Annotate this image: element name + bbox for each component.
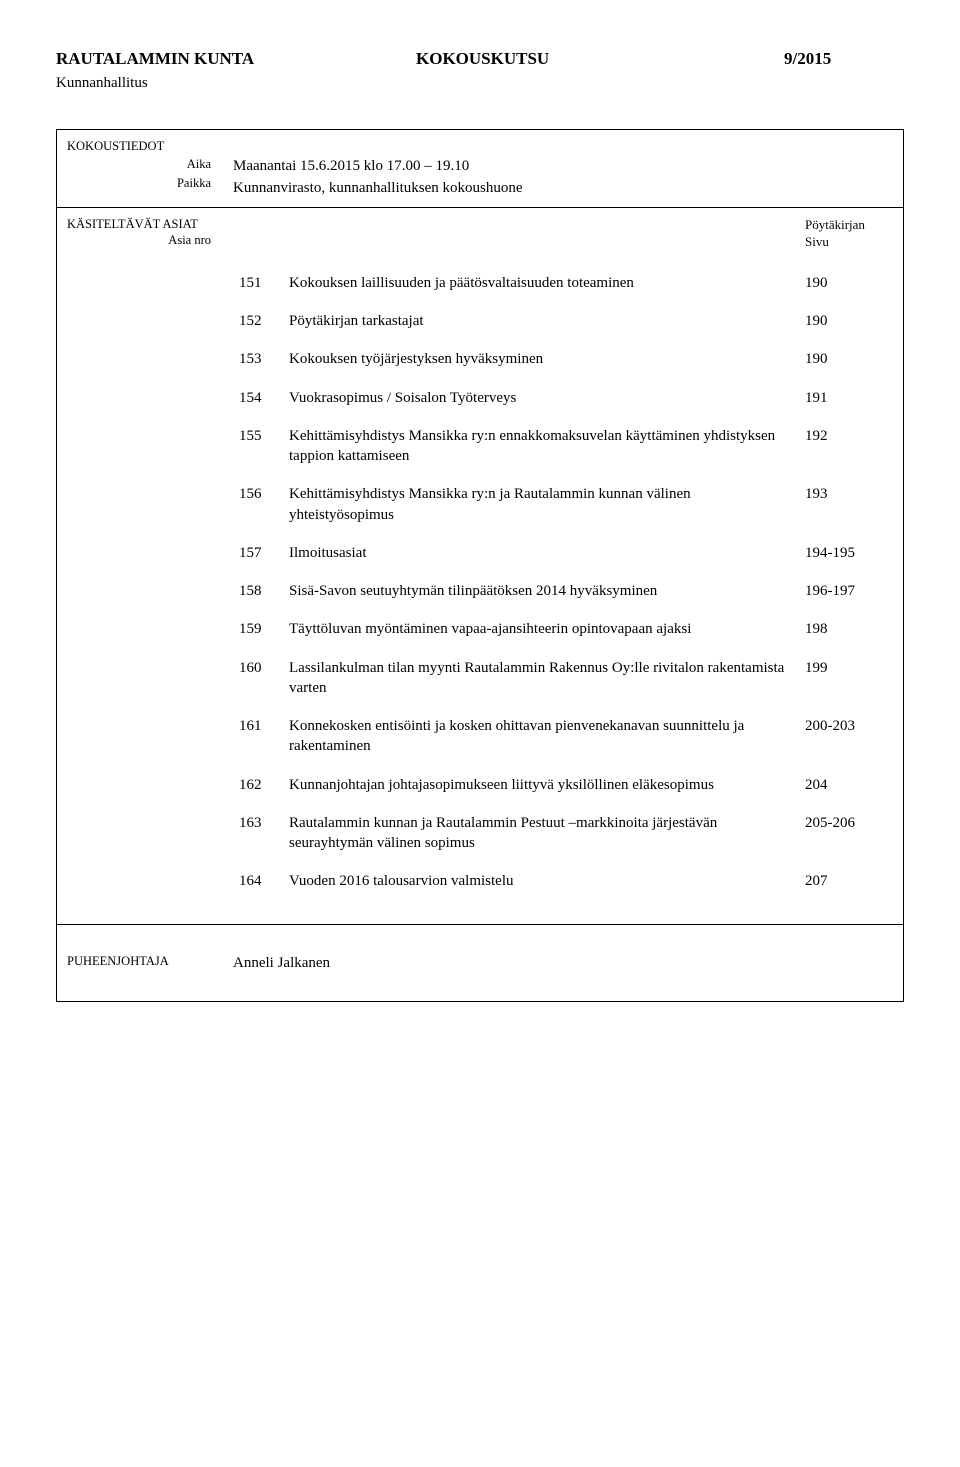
item-number: 156 <box>233 484 289 504</box>
meeting-info-row: KOKOUSTIEDOT Aika Paikka Maanantai 15.6.… <box>57 130 903 207</box>
page-label-1: Pöytäkirjan <box>805 216 883 234</box>
item-description: Kunnanjohtajan johtajasopimukseen liitty… <box>289 775 805 795</box>
item-number: 163 <box>233 813 289 833</box>
agenda-box: KOKOUSTIEDOT Aika Paikka Maanantai 15.6.… <box>56 129 904 1002</box>
place-label: Paikka <box>67 175 219 191</box>
item-description: Lassilankulman tilan myynti Rautalammin … <box>289 658 805 699</box>
agenda-item: 156Kehittämisyhdistys Mansikka ry:n ja R… <box>233 484 891 525</box>
item-number: 157 <box>233 543 289 563</box>
item-description: Pöytäkirjan tarkastajat <box>289 311 805 331</box>
agenda-item: 152Pöytäkirjan tarkastajat190 <box>233 311 891 331</box>
item-description: Konnekosken entisöinti ja kosken ohittav… <box>289 716 805 757</box>
item-description: Täyttöluvan myöntäminen vapaa-ajansihtee… <box>289 619 805 639</box>
chair-row: PUHEENJOHTAJA Anneli Jalkanen <box>57 924 903 1001</box>
item-page: 192 <box>805 426 891 446</box>
board-name: Kunnanhallitus <box>56 73 904 93</box>
item-description: Kehittämisyhdistys Mansikka ry:n ennakko… <box>289 426 805 467</box>
item-number: 159 <box>233 619 289 639</box>
agenda-item: 153Kokouksen työjärjestyksen hyväksymine… <box>233 349 891 369</box>
page-label-2: Sivu <box>805 233 883 251</box>
chair-label: PUHEENJOHTAJA <box>57 925 229 997</box>
item-number: 158 <box>233 581 289 601</box>
item-description: Ilmoitusasiat <box>289 543 805 563</box>
item-number: 153 <box>233 349 289 369</box>
agenda-item: 158Sisä-Savon seutuyhtymän tilinpäätökse… <box>233 581 891 601</box>
org-name: RAUTALAMMIN KUNTA <box>56 48 416 71</box>
agenda-item: 159Täyttöluvan myöntäminen vapaa-ajansih… <box>233 619 891 639</box>
items-header-left: KÄSITELTÄVÄT ASIAT Asia nro <box>57 208 229 257</box>
item-description: Kokouksen laillisuuden ja päätösvaltaisu… <box>289 273 805 293</box>
item-page: 191 <box>805 388 891 408</box>
item-page: 196-197 <box>805 581 891 601</box>
meeting-time: Maanantai 15.6.2015 klo 17.00 – 19.10 <box>233 156 891 176</box>
item-description: Kokouksen työjärjestyksen hyväksyminen <box>289 349 805 369</box>
item-description: Rautalammin kunnan ja Rautalammin Pestuu… <box>289 813 805 854</box>
item-page: 207 <box>805 871 891 891</box>
item-number: 155 <box>233 426 289 446</box>
agenda-item: 161Konnekosken entisöinti ja kosken ohit… <box>233 716 891 757</box>
item-page: 190 <box>805 273 891 293</box>
item-page: 193 <box>805 484 891 504</box>
item-page: 198 <box>805 619 891 639</box>
item-page: 190 <box>805 349 891 369</box>
meeting-place: Kunnanvirasto, kunnanhallituksen kokoush… <box>233 178 891 198</box>
agenda-item: 160Lassilankulman tilan myynti Rautalamm… <box>233 658 891 699</box>
item-page: 194-195 <box>805 543 891 563</box>
meeting-info-label: KOKOUSTIEDOT <box>67 138 219 154</box>
agenda-item: 155Kehittämisyhdistys Mansikka ry:n enna… <box>233 426 891 467</box>
agenda-item: 162Kunnanjohtajan johtajasopimukseen lii… <box>233 775 891 795</box>
item-description: Vuokrasopimus / Soisalon Työterveys <box>289 388 805 408</box>
item-page: 204 <box>805 775 891 795</box>
item-description: Sisä-Savon seutuyhtymän tilinpäätöksen 2… <box>289 581 805 601</box>
item-number: 151 <box>233 273 289 293</box>
item-number: 161 <box>233 716 289 736</box>
page-header: RAUTALAMMIN KUNTA KOKOUSKUTSU 9/2015 <box>56 48 904 71</box>
items-row: KÄSITELTÄVÄT ASIAT Asia nro Pöytäkirjan … <box>57 207 903 924</box>
time-label: Aika <box>67 156 219 172</box>
item-page: 205-206 <box>805 813 891 833</box>
item-page: 200-203 <box>805 716 891 736</box>
item-number: 162 <box>233 775 289 795</box>
item-page: 190 <box>805 311 891 331</box>
chair-name: Anneli Jalkanen <box>229 925 903 1001</box>
items-label-1: KÄSITELTÄVÄT ASIAT <box>67 216 219 232</box>
item-description: Vuoden 2016 talousarvion valmistelu <box>289 871 805 891</box>
agenda-item: 151Kokouksen laillisuuden ja päätösvalta… <box>233 273 891 293</box>
meeting-info-labels: KOKOUSTIEDOT Aika Paikka <box>57 130 229 199</box>
items-cell: Pöytäkirjan Sivu 151Kokouksen laillisuud… <box>229 208 903 924</box>
items-list: 151Kokouksen laillisuuden ja päätösvalta… <box>233 273 891 892</box>
item-number: 160 <box>233 658 289 678</box>
items-header-right: Pöytäkirjan Sivu <box>233 216 891 251</box>
items-label-2: Asia nro <box>67 232 219 248</box>
item-number: 154 <box>233 388 289 408</box>
item-description: Kehittämisyhdistys Mansikka ry:n ja Raut… <box>289 484 805 525</box>
agenda-item: 164Vuoden 2016 talousarvion valmistelu20… <box>233 871 891 891</box>
agenda-item: 163Rautalammin kunnan ja Rautalammin Pes… <box>233 813 891 854</box>
meeting-info-values: Maanantai 15.6.2015 klo 17.00 – 19.10 Ku… <box>229 130 903 207</box>
item-number: 152 <box>233 311 289 331</box>
item-number: 164 <box>233 871 289 891</box>
item-page: 199 <box>805 658 891 678</box>
doc-number: 9/2015 <box>784 48 904 71</box>
doc-type: KOKOUSKUTSU <box>416 48 784 71</box>
agenda-item: 157Ilmoitusasiat194-195 <box>233 543 891 563</box>
agenda-item: 154Vuokrasopimus / Soisalon Työterveys19… <box>233 388 891 408</box>
